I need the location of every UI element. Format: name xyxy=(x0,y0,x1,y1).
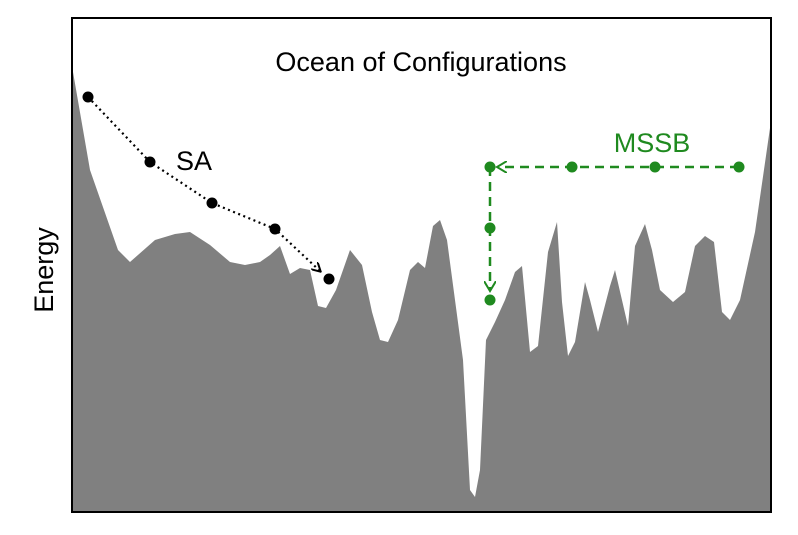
mssb-label: MSSB xyxy=(614,128,691,158)
y-label: Energy xyxy=(29,227,59,313)
sa-step xyxy=(82,91,94,103)
sa-label: SA xyxy=(176,146,212,176)
mssb-step xyxy=(484,222,496,234)
energy-landscape xyxy=(73,72,770,511)
mssb-step xyxy=(484,161,496,173)
title: Ocean of Configurations xyxy=(275,47,566,77)
sa-step xyxy=(323,273,335,285)
sa-step xyxy=(144,156,156,168)
mssb-step xyxy=(733,161,745,173)
sa-step xyxy=(206,197,218,209)
sa-steps xyxy=(82,91,335,285)
mssb-step xyxy=(484,294,496,306)
mssb-step xyxy=(649,161,661,173)
mssb-step xyxy=(566,161,578,173)
sa-step xyxy=(269,223,281,235)
mssb-steps xyxy=(484,161,745,306)
